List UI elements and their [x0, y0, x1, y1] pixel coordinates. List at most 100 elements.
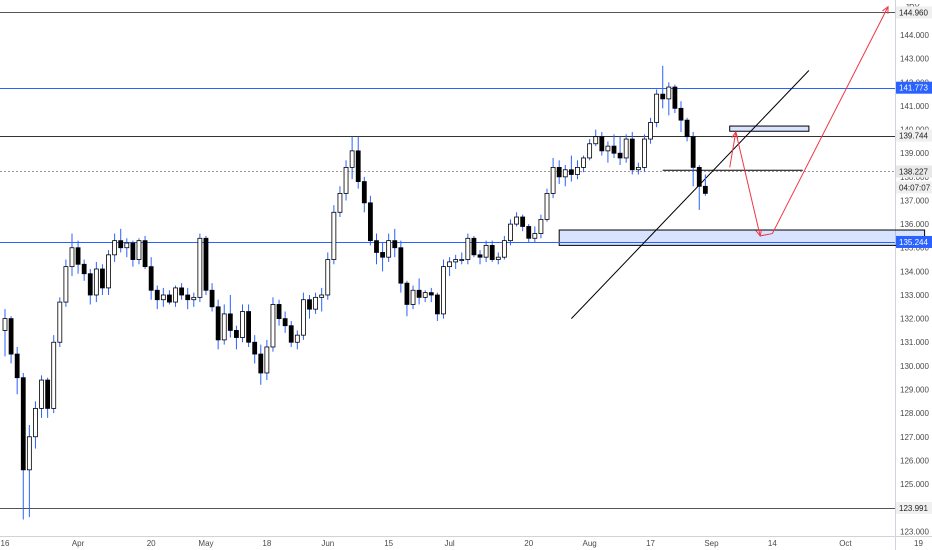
candle[interactable]	[87, 273, 93, 296]
candle[interactable]	[690, 136, 696, 168]
candle[interactable]	[173, 287, 178, 303]
candle[interactable]	[197, 237, 203, 298]
candle[interactable]	[270, 304, 276, 348]
candle[interactable]	[453, 259, 459, 263]
candle[interactable]	[20, 377, 26, 471]
candle[interactable]	[520, 216, 526, 227]
candle[interactable]	[471, 237, 477, 256]
candle[interactable]	[483, 244, 489, 258]
candle[interactable]	[2, 318, 8, 331]
candle[interactable]	[179, 287, 185, 296]
candle[interactable]	[386, 240, 392, 258]
candle[interactable]	[702, 185, 708, 194]
candle[interactable]	[568, 169, 574, 175]
candle[interactable]	[599, 136, 605, 152]
candle[interactable]	[593, 136, 599, 145]
candle[interactable]	[501, 240, 507, 258]
candle[interactable]	[355, 150, 361, 182]
candle[interactable]	[581, 157, 586, 168]
candle[interactable]	[337, 192, 343, 213]
candle[interactable]	[8, 318, 14, 355]
candle[interactable]	[45, 379, 51, 409]
candle[interactable]	[477, 254, 483, 258]
candle[interactable]	[495, 256, 501, 260]
candle[interactable]	[14, 353, 20, 379]
candle[interactable]	[434, 294, 440, 315]
candle[interactable]	[264, 346, 270, 374]
candle[interactable]	[526, 226, 532, 239]
candle[interactable]	[349, 150, 355, 168]
candle[interactable]	[508, 223, 513, 242]
candle[interactable]	[301, 299, 306, 336]
candle[interactable]	[63, 266, 69, 303]
candle[interactable]	[404, 282, 410, 305]
candle[interactable]	[142, 240, 148, 268]
candle[interactable]	[642, 138, 647, 168]
candle[interactable]	[313, 296, 318, 310]
candle[interactable]	[51, 341, 57, 409]
candle[interactable]	[660, 93, 666, 100]
candle[interactable]	[81, 263, 87, 275]
candle[interactable]	[392, 240, 398, 249]
trendline[interactable]	[571, 70, 810, 319]
candle[interactable]	[544, 192, 550, 220]
candle[interactable]	[605, 145, 611, 152]
candle[interactable]	[556, 166, 562, 178]
candle[interactable]	[416, 289, 422, 298]
candle[interactable]	[654, 93, 660, 123]
candle[interactable]	[374, 240, 379, 253]
candle[interactable]	[459, 259, 465, 261]
candle[interactable]	[550, 166, 556, 194]
candle[interactable]	[422, 292, 428, 298]
candle[interactable]	[532, 233, 538, 239]
candle[interactable]	[629, 138, 635, 171]
candle[interactable]	[672, 86, 678, 109]
candle[interactable]	[167, 294, 172, 303]
candle[interactable]	[538, 218, 544, 234]
candle[interactable]	[635, 166, 641, 171]
candle[interactable]	[398, 247, 404, 284]
candle[interactable]	[215, 306, 221, 341]
candle[interactable]	[562, 169, 568, 178]
candle[interactable]	[575, 166, 580, 175]
candle[interactable]	[118, 240, 124, 249]
candle[interactable]	[325, 259, 331, 296]
candle[interactable]	[112, 240, 118, 256]
candle[interactable]	[93, 268, 99, 296]
candle[interactable]	[282, 318, 288, 327]
candle[interactable]	[514, 216, 519, 225]
candle[interactable]	[611, 145, 617, 154]
candle[interactable]	[319, 294, 325, 298]
candle[interactable]	[361, 181, 367, 204]
candle[interactable]	[684, 119, 690, 138]
candle[interactable]	[39, 379, 44, 409]
candle[interactable]	[410, 289, 416, 305]
candle[interactable]	[57, 301, 63, 343]
candle[interactable]	[227, 313, 233, 331]
candle[interactable]	[160, 294, 166, 301]
candle[interactable]	[221, 313, 227, 341]
candle[interactable]	[209, 289, 215, 308]
candle[interactable]	[678, 107, 684, 121]
candle[interactable]	[252, 341, 258, 355]
candle[interactable]	[130, 242, 136, 260]
candle[interactable]	[148, 266, 154, 291]
candle[interactable]	[106, 254, 111, 289]
candle[interactable]	[69, 247, 75, 268]
zone-rectangle[interactable]	[558, 229, 926, 246]
candle[interactable]	[124, 242, 130, 249]
candle[interactable]	[234, 330, 239, 338]
candle[interactable]	[276, 304, 282, 320]
candle[interactable]	[100, 268, 105, 289]
candle[interactable]	[331, 211, 337, 260]
candle[interactable]	[367, 202, 373, 242]
candle[interactable]	[428, 292, 434, 296]
candle[interactable]	[240, 311, 245, 338]
candle[interactable]	[154, 289, 160, 301]
candle[interactable]	[203, 237, 209, 291]
candle[interactable]	[33, 408, 38, 438]
candle[interactable]	[380, 252, 385, 258]
zone-rectangle[interactable]	[729, 125, 810, 132]
candle[interactable]	[246, 311, 252, 343]
